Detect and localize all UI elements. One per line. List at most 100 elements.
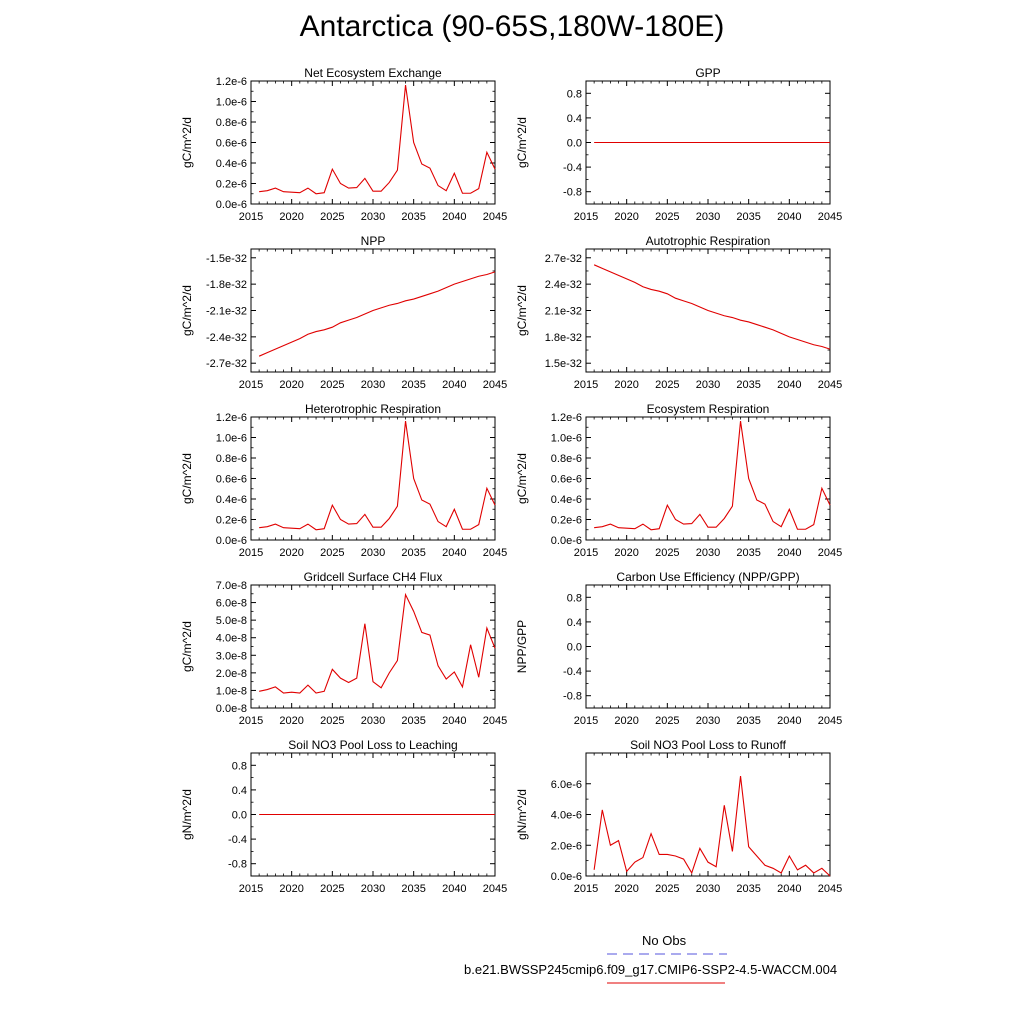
y-axis-label: gC/m^2/d	[180, 285, 194, 336]
x-tick-label: 2015	[239, 883, 263, 895]
plot-frame	[585, 416, 831, 541]
y-tick-label: 0.4e-6	[216, 494, 247, 506]
x-tick-label: 2015	[574, 547, 598, 559]
x-tick-label: 2015	[574, 715, 598, 727]
y-axis-label: gC/m^2/d	[180, 453, 194, 504]
chart-panel-3: NPP gC/m^2/d 2015 2020 2025 2030 2035 2040 2045 -…	[180, 234, 507, 391]
y-tick-label: 0.8e-6	[216, 453, 247, 465]
chart-panel-9: Soil NO3 Pool Loss to Leaching gN/m^2/d 20…	[180, 738, 507, 895]
x-tick-label: 2020	[614, 547, 638, 559]
x-tick-label: 2020	[279, 883, 303, 895]
y-tick-label: 4.0e-8	[216, 633, 247, 645]
x-tick-label: 2040	[442, 211, 466, 223]
y-tick-label: 1.0e-8	[216, 685, 247, 697]
y-tick-label: -0.4	[563, 666, 582, 678]
x-tick-label: 2045	[483, 379, 507, 391]
x-tick-label: 2020	[614, 715, 638, 727]
x-tick-label: 2035	[401, 883, 425, 895]
series-line	[259, 421, 496, 531]
chart-title: Autotrophic Respiration	[646, 234, 771, 248]
x-tick-label: 2025	[320, 211, 344, 223]
y-tick-label: 0.0e-6	[551, 871, 582, 883]
x-tick-label: 2045	[818, 883, 842, 895]
x-tick-label: 2015	[574, 211, 598, 223]
y-tick-label: 0.0e-6	[216, 535, 247, 547]
chart-title: GPP	[695, 66, 720, 80]
y-tick-label: 6.0e-6	[551, 779, 582, 791]
y-tick-label: 0.8e-6	[216, 117, 247, 129]
x-tick-label: 2040	[442, 715, 466, 727]
x-tick-label: 2030	[361, 715, 385, 727]
y-tick-label: 0.2e-6	[551, 515, 582, 527]
y-tick-label: 0.4	[567, 113, 582, 125]
x-tick-label: 2035	[736, 883, 760, 895]
y-axis-label: gN/m^2/d	[515, 789, 529, 840]
x-tick-label: 2040	[442, 883, 466, 895]
y-tick-label: -2.1e-32	[206, 306, 247, 318]
y-tick-label: 7.0e-8	[216, 580, 247, 592]
x-tick-label: 2015	[239, 379, 263, 391]
chart-title: Soil NO3 Pool Loss to Leaching	[288, 738, 457, 752]
chart-panel-1: Net Ecosystem Exchange gC/m^2/d 2015 2020 20…	[180, 66, 507, 223]
x-tick-label: 2040	[777, 883, 801, 895]
x-tick-label: 2025	[320, 883, 344, 895]
chart-title: Gridcell Surface CH4 Flux	[304, 570, 443, 584]
y-tick-label: 0.0	[567, 642, 582, 654]
chart-panel-2: GPP gC/m^2/d 2015 2020 2025 2030 2035 2040 2045 -…	[515, 66, 842, 223]
x-tick-label: 2035	[736, 715, 760, 727]
y-tick-label: 0.4e-6	[216, 158, 247, 170]
x-tick-label: 2035	[736, 547, 760, 559]
series-line	[593, 775, 831, 877]
x-tick-label: 2045	[483, 211, 507, 223]
x-tick-label: 2040	[777, 211, 801, 223]
y-tick-label: 1.0e-6	[551, 433, 582, 445]
plot-frame	[250, 416, 496, 541]
y-tick-label: -0.4	[563, 162, 582, 174]
chart-title: Net Ecosystem Exchange	[304, 66, 442, 80]
y-tick-label: 0.0e-6	[551, 535, 582, 547]
y-tick-label: -0.4	[228, 834, 247, 846]
x-tick-label: 2035	[401, 211, 425, 223]
y-tick-label: -0.8	[228, 859, 247, 871]
x-tick-label: 2045	[483, 715, 507, 727]
y-tick-label: 1.2e-6	[551, 412, 582, 424]
x-tick-label: 2040	[777, 547, 801, 559]
chart-panel-8: Carbon Use Efficiency (NPP/GPP) NPP/GPP 20…	[515, 570, 842, 727]
chart-title: Ecosystem Respiration	[647, 402, 770, 416]
x-tick-label: 2035	[736, 211, 760, 223]
x-tick-label: 2040	[777, 379, 801, 391]
x-tick-label: 2030	[361, 211, 385, 223]
y-tick-label: 0.0e-6	[216, 199, 247, 211]
y-tick-label: 1.8e-32	[545, 332, 582, 344]
y-tick-label: 1.5e-32	[545, 358, 582, 370]
y-axis-label: gC/m^2/d	[515, 117, 529, 168]
chart-panel-6: Ecosystem Respiration gC/m^2/d 2015 2020 202…	[515, 402, 842, 559]
x-tick-label: 2030	[361, 883, 385, 895]
x-tick-label: 2030	[361, 547, 385, 559]
y-tick-label: 0.4	[232, 785, 247, 797]
x-tick-label: 2020	[279, 211, 303, 223]
y-tick-label: 0.8	[567, 88, 582, 100]
chart-title: Soil NO3 Pool Loss to Runoff	[630, 738, 787, 752]
x-tick-label: 2025	[320, 547, 344, 559]
y-tick-label: 0.8	[232, 760, 247, 772]
x-tick-label: 2030	[696, 379, 720, 391]
y-tick-label: 0.0	[232, 810, 247, 822]
x-tick-label: 2040	[777, 715, 801, 727]
chart-panel-5: Heterotrophic Respiration gC/m^2/d 2015 202…	[180, 402, 507, 559]
x-tick-label: 2045	[818, 211, 842, 223]
y-tick-label: 0.4e-6	[551, 494, 582, 506]
x-tick-label: 2035	[401, 379, 425, 391]
x-tick-label: 2040	[442, 379, 466, 391]
chart-title: Carbon Use Efficiency (NPP/GPP)	[616, 570, 799, 584]
x-tick-label: 2025	[320, 379, 344, 391]
series-line	[258, 271, 496, 357]
y-tick-label: 0.8	[567, 592, 582, 604]
y-tick-label: 0.2e-6	[216, 515, 247, 527]
x-tick-label: 2020	[614, 211, 638, 223]
y-axis-label: gC/m^2/d	[180, 621, 194, 672]
x-tick-label: 2020	[614, 883, 638, 895]
chart-title: NPP	[361, 234, 386, 248]
y-tick-label: 2.0e-6	[551, 840, 582, 852]
